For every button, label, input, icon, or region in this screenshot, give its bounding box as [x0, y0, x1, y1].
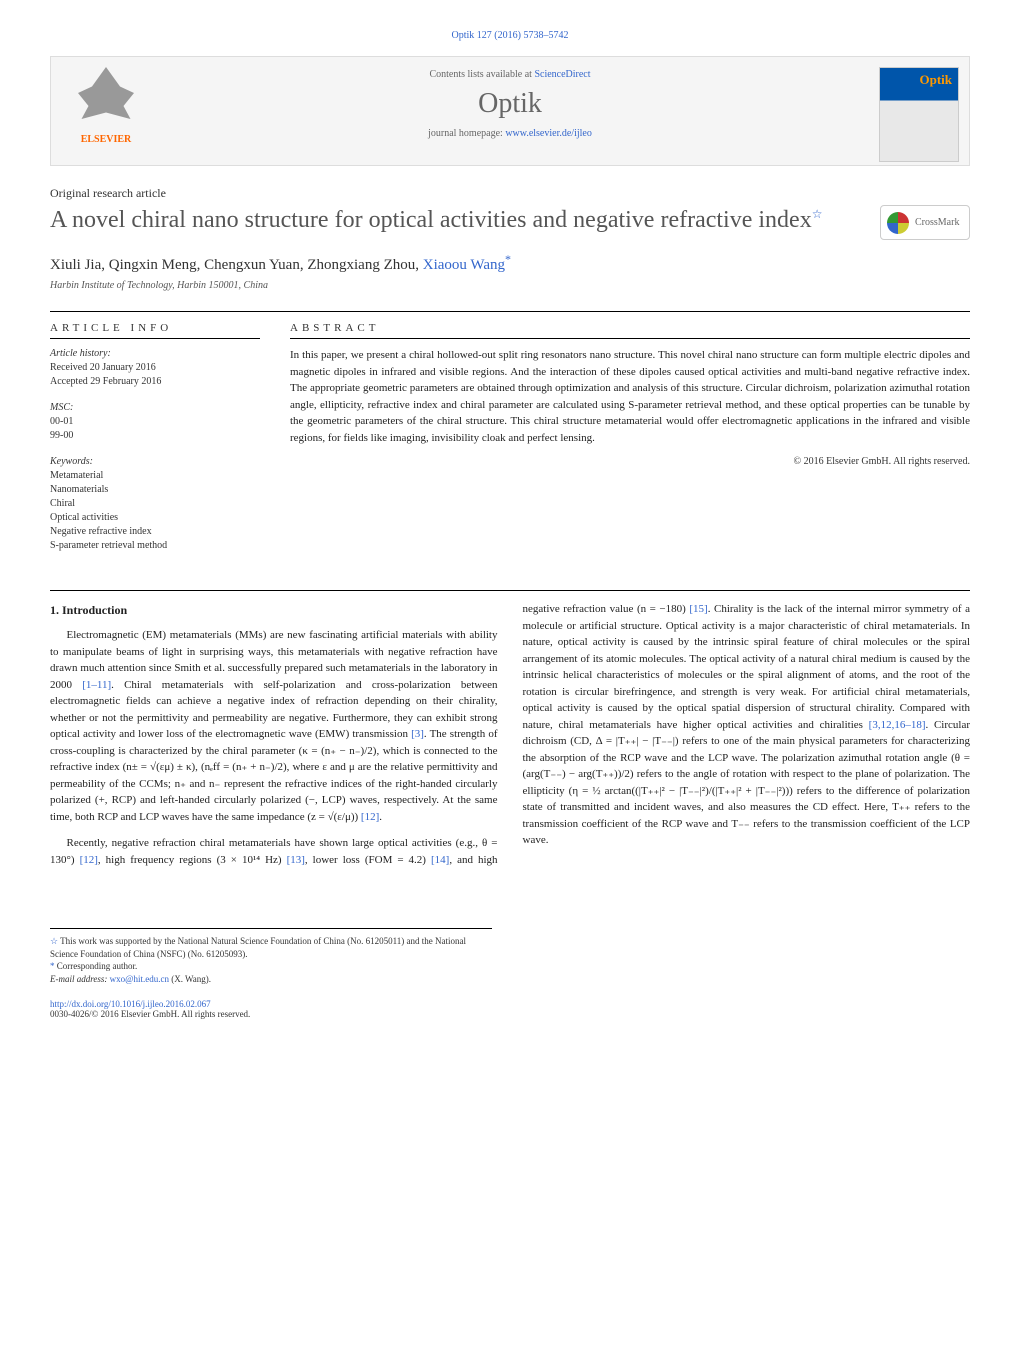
abstract-copyright: © 2016 Elsevier GmbH. All rights reserve… — [290, 456, 970, 467]
sciencedirect-link[interactable]: ScienceDirect — [534, 69, 590, 80]
p2f: . Circular dichroism (CD, Δ = |T₊₊| − |T… — [523, 719, 971, 847]
abstract-column: ABSTRACT In this paper, we present a chi… — [290, 322, 970, 565]
affiliation: Harbin Institute of Technology, Harbin 1… — [50, 280, 970, 291]
elsevier-tree-icon — [71, 67, 141, 132]
abstract-heading: ABSTRACT — [290, 322, 970, 339]
article-info-column: ARTICLE INFO Article history: Received 2… — [50, 322, 260, 565]
funding-star: ☆ — [50, 936, 58, 946]
msc-block: MSC: 00-01 99-00 — [50, 401, 260, 443]
divider — [50, 311, 970, 312]
divider — [50, 590, 970, 591]
article-history: Article history: Received 20 January 201… — [50, 347, 260, 389]
homepage-link[interactable]: www.elsevier.de/ijleo — [505, 128, 592, 139]
email-suffix: (X. Wang). — [169, 974, 211, 984]
homepage-line: journal homepage: www.elsevier.de/ijleo — [191, 128, 829, 139]
title-footnote-star[interactable]: ☆ — [812, 207, 823, 221]
history-received: Received 20 January 2016 — [50, 361, 260, 375]
crossmark-label: CrossMark — [915, 217, 959, 228]
history-label: Article history: — [50, 347, 260, 361]
crossmark-badge[interactable]: CrossMark — [880, 205, 970, 240]
ref-link[interactable]: [3] — [411, 728, 424, 740]
article-type: Original research article — [50, 186, 970, 201]
corresponding-footnote: * Corresponding author. — [50, 960, 492, 973]
p1d: . — [379, 811, 382, 823]
journal-citation[interactable]: Optik 127 (2016) 5738–5742 — [50, 30, 970, 41]
p2c: , lower loss (FOM = 4.2) — [305, 854, 431, 866]
authors-list: Xiuli Jia, Qingxin Meng, Chengxun Yuan, … — [50, 257, 423, 273]
ref-link[interactable]: [12] — [80, 854, 98, 866]
ref-link[interactable]: [3,12,16–18] — [869, 719, 926, 731]
journal-name: Optik — [191, 88, 829, 120]
homepage-prefix: journal homepage: — [428, 128, 505, 139]
ref-link[interactable]: [13] — [287, 854, 305, 866]
history-accepted: Accepted 29 February 2016 — [50, 375, 260, 389]
title-text: A novel chiral nano structure for optica… — [50, 207, 812, 233]
issn-copyright: 0030-4026/© 2016 Elsevier GmbH. All righ… — [50, 1009, 250, 1019]
p1c: . The strength of cross-coupling is char… — [50, 728, 498, 823]
ref-link[interactable]: [1–11] — [82, 679, 111, 691]
msc-items: 00-01 99-00 — [50, 415, 260, 443]
journal-header: ELSEVIER Contents lists available at Sci… — [50, 56, 970, 166]
article-title: A novel chiral nano structure for optica… — [50, 205, 880, 236]
corresponding-author[interactable]: Xiaoou Wang — [423, 257, 505, 273]
keywords-items: Metamaterial Nanomaterials Chiral Optica… — [50, 469, 260, 553]
keywords-block: Keywords: Metamaterial Nanomaterials Chi… — [50, 455, 260, 553]
msc-label: MSC: — [50, 401, 260, 415]
ref-link[interactable]: [12] — [361, 811, 379, 823]
corr-text: Corresponding author. — [55, 961, 138, 971]
elsevier-logo: ELSEVIER — [61, 67, 151, 157]
body-section: 1. Introduction Electromagnetic (EM) met… — [50, 601, 970, 868]
footnotes: ☆ This work was supported by the Nationa… — [50, 928, 492, 985]
crossmark-icon — [887, 212, 909, 234]
authors: Xiuli Jia, Qingxin Meng, Chengxun Yuan, … — [50, 252, 970, 274]
funding-text: This work was supported by the National … — [50, 936, 466, 959]
email-label: E-mail address: — [50, 974, 110, 984]
abstract-text: In this paper, we present a chiral hollo… — [290, 347, 970, 446]
corresponding-star[interactable]: * — [505, 252, 511, 266]
bottom-info: http://dx.doi.org/10.1016/j.ijleo.2016.0… — [50, 999, 970, 1019]
elsevier-label: ELSEVIER — [61, 134, 151, 145]
body-paragraph-1: Electromagnetic (EM) metamaterials (MMs)… — [50, 627, 498, 825]
journal-cover: Optik — [879, 67, 959, 162]
email-footnote: E-mail address: wxo@hit.edu.cn (X. Wang)… — [50, 973, 492, 986]
p2e: . Chirality is the lack of the internal … — [523, 603, 971, 731]
article-info-heading: ARTICLE INFO — [50, 322, 260, 339]
funding-footnote: ☆ This work was supported by the Nationa… — [50, 935, 492, 960]
ref-link[interactable]: [14] — [431, 854, 449, 866]
p2b: , high frequency regions (3 × 10¹⁴ Hz) — [98, 854, 287, 866]
ref-link[interactable]: [15] — [689, 603, 707, 615]
doi-link[interactable]: http://dx.doi.org/10.1016/j.ijleo.2016.0… — [50, 999, 211, 1009]
contents-line: Contents lists available at ScienceDirec… — [191, 69, 829, 80]
cover-title: Optik — [880, 68, 958, 92]
intro-heading: 1. Introduction — [50, 601, 498, 619]
contents-prefix: Contents lists available at — [429, 69, 534, 80]
email-link[interactable]: wxo@hit.edu.cn — [110, 974, 169, 984]
keywords-label: Keywords: — [50, 455, 260, 469]
